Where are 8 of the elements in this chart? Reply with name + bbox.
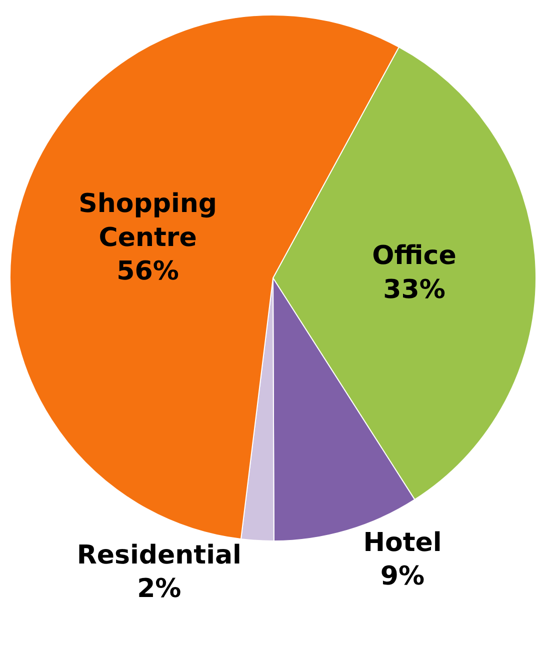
data-label: 56% <box>116 256 179 287</box>
data-label: 9% <box>380 562 425 592</box>
slice-label: Office <box>372 241 456 272</box>
slice-label: Shopping Centre <box>78 189 217 253</box>
slice-label: Residential <box>76 540 242 570</box>
data-label: 2% <box>137 574 182 604</box>
data-label: 33% <box>383 274 446 305</box>
slice-label: Hotel <box>363 528 442 558</box>
